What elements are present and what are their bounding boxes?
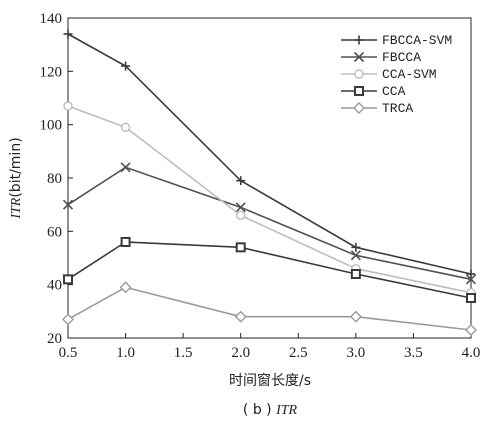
y-tick-label: 140	[40, 11, 63, 27]
legend-item: FBCCA-SVM	[341, 33, 452, 48]
y-tick-label: 100	[40, 118, 63, 134]
legend-marker	[353, 51, 365, 63]
legend-marker	[354, 69, 364, 79]
y-tick-label: 80	[47, 171, 62, 187]
data-point	[466, 269, 476, 279]
data-point	[465, 324, 477, 336]
series-line	[67, 286, 472, 331]
x-tick-label: 2.0	[231, 345, 250, 361]
y-tick-label: 40	[47, 278, 62, 294]
x-tick-label: 2.5	[289, 345, 308, 361]
data-point	[63, 274, 73, 285]
data-point	[349, 310, 362, 323]
legend-item: TRCA	[341, 101, 413, 116]
data-point	[120, 122, 131, 133]
x-tick-label: 1.0	[116, 345, 135, 361]
legend: FBCCA-SVM FBCCA CCA-SVM CCA TRCA	[341, 33, 452, 116]
x-tick-label: 1.5	[174, 345, 193, 361]
legend-marker	[354, 86, 364, 96]
figure-caption: ( b ) ITR	[243, 402, 298, 418]
data-point	[63, 29, 73, 39]
series-fbcca	[62, 162, 477, 285]
data-point	[236, 210, 246, 221]
y-tick-label: 20	[47, 331, 62, 347]
data-point	[350, 269, 361, 279]
x-axis-label: 时间窗长度/s	[229, 372, 311, 389]
data-point	[63, 101, 73, 111]
legend-marker	[354, 35, 364, 45]
data-point	[350, 250, 361, 261]
data-point	[466, 293, 476, 303]
legend-label: TRCA	[382, 101, 413, 116]
legend-item: CCA-SVM	[341, 67, 437, 82]
legend-label: FBCCA-SVM	[382, 33, 452, 48]
series-fbcca-svm	[63, 29, 476, 279]
legend-item: CCA	[341, 84, 406, 99]
legend-label: CCA-SVM	[382, 67, 437, 82]
data-point	[351, 242, 361, 252]
data-point	[120, 237, 131, 247]
data-point	[62, 313, 74, 326]
data-point	[236, 176, 246, 186]
series-line	[67, 105, 472, 294]
data-point	[235, 242, 246, 253]
series-line	[67, 166, 472, 281]
data-point	[465, 274, 477, 285]
data-point	[119, 281, 132, 294]
y-tick-label: 120	[40, 64, 63, 80]
series-cca	[63, 237, 476, 303]
legend-label: CCA	[382, 84, 406, 99]
data-point	[234, 310, 247, 323]
y-tick-label: 60	[47, 224, 62, 240]
x-tick-label: 3.0	[346, 345, 365, 361]
x-tick-label: 4.0	[462, 345, 481, 361]
data-point	[62, 199, 74, 210]
data-point	[121, 61, 131, 71]
x-tick-label: 0.5	[59, 345, 78, 361]
y-axis-label: ITR(bit/min)	[8, 137, 24, 219]
legend-item: FBCCA	[341, 50, 421, 65]
series-trca	[62, 281, 477, 336]
data-point	[120, 162, 131, 173]
legend-label: FBCCA	[382, 50, 421, 65]
x-tick-label: 3.5	[404, 345, 423, 361]
data-point	[235, 202, 246, 213]
legend-marker	[353, 102, 365, 114]
